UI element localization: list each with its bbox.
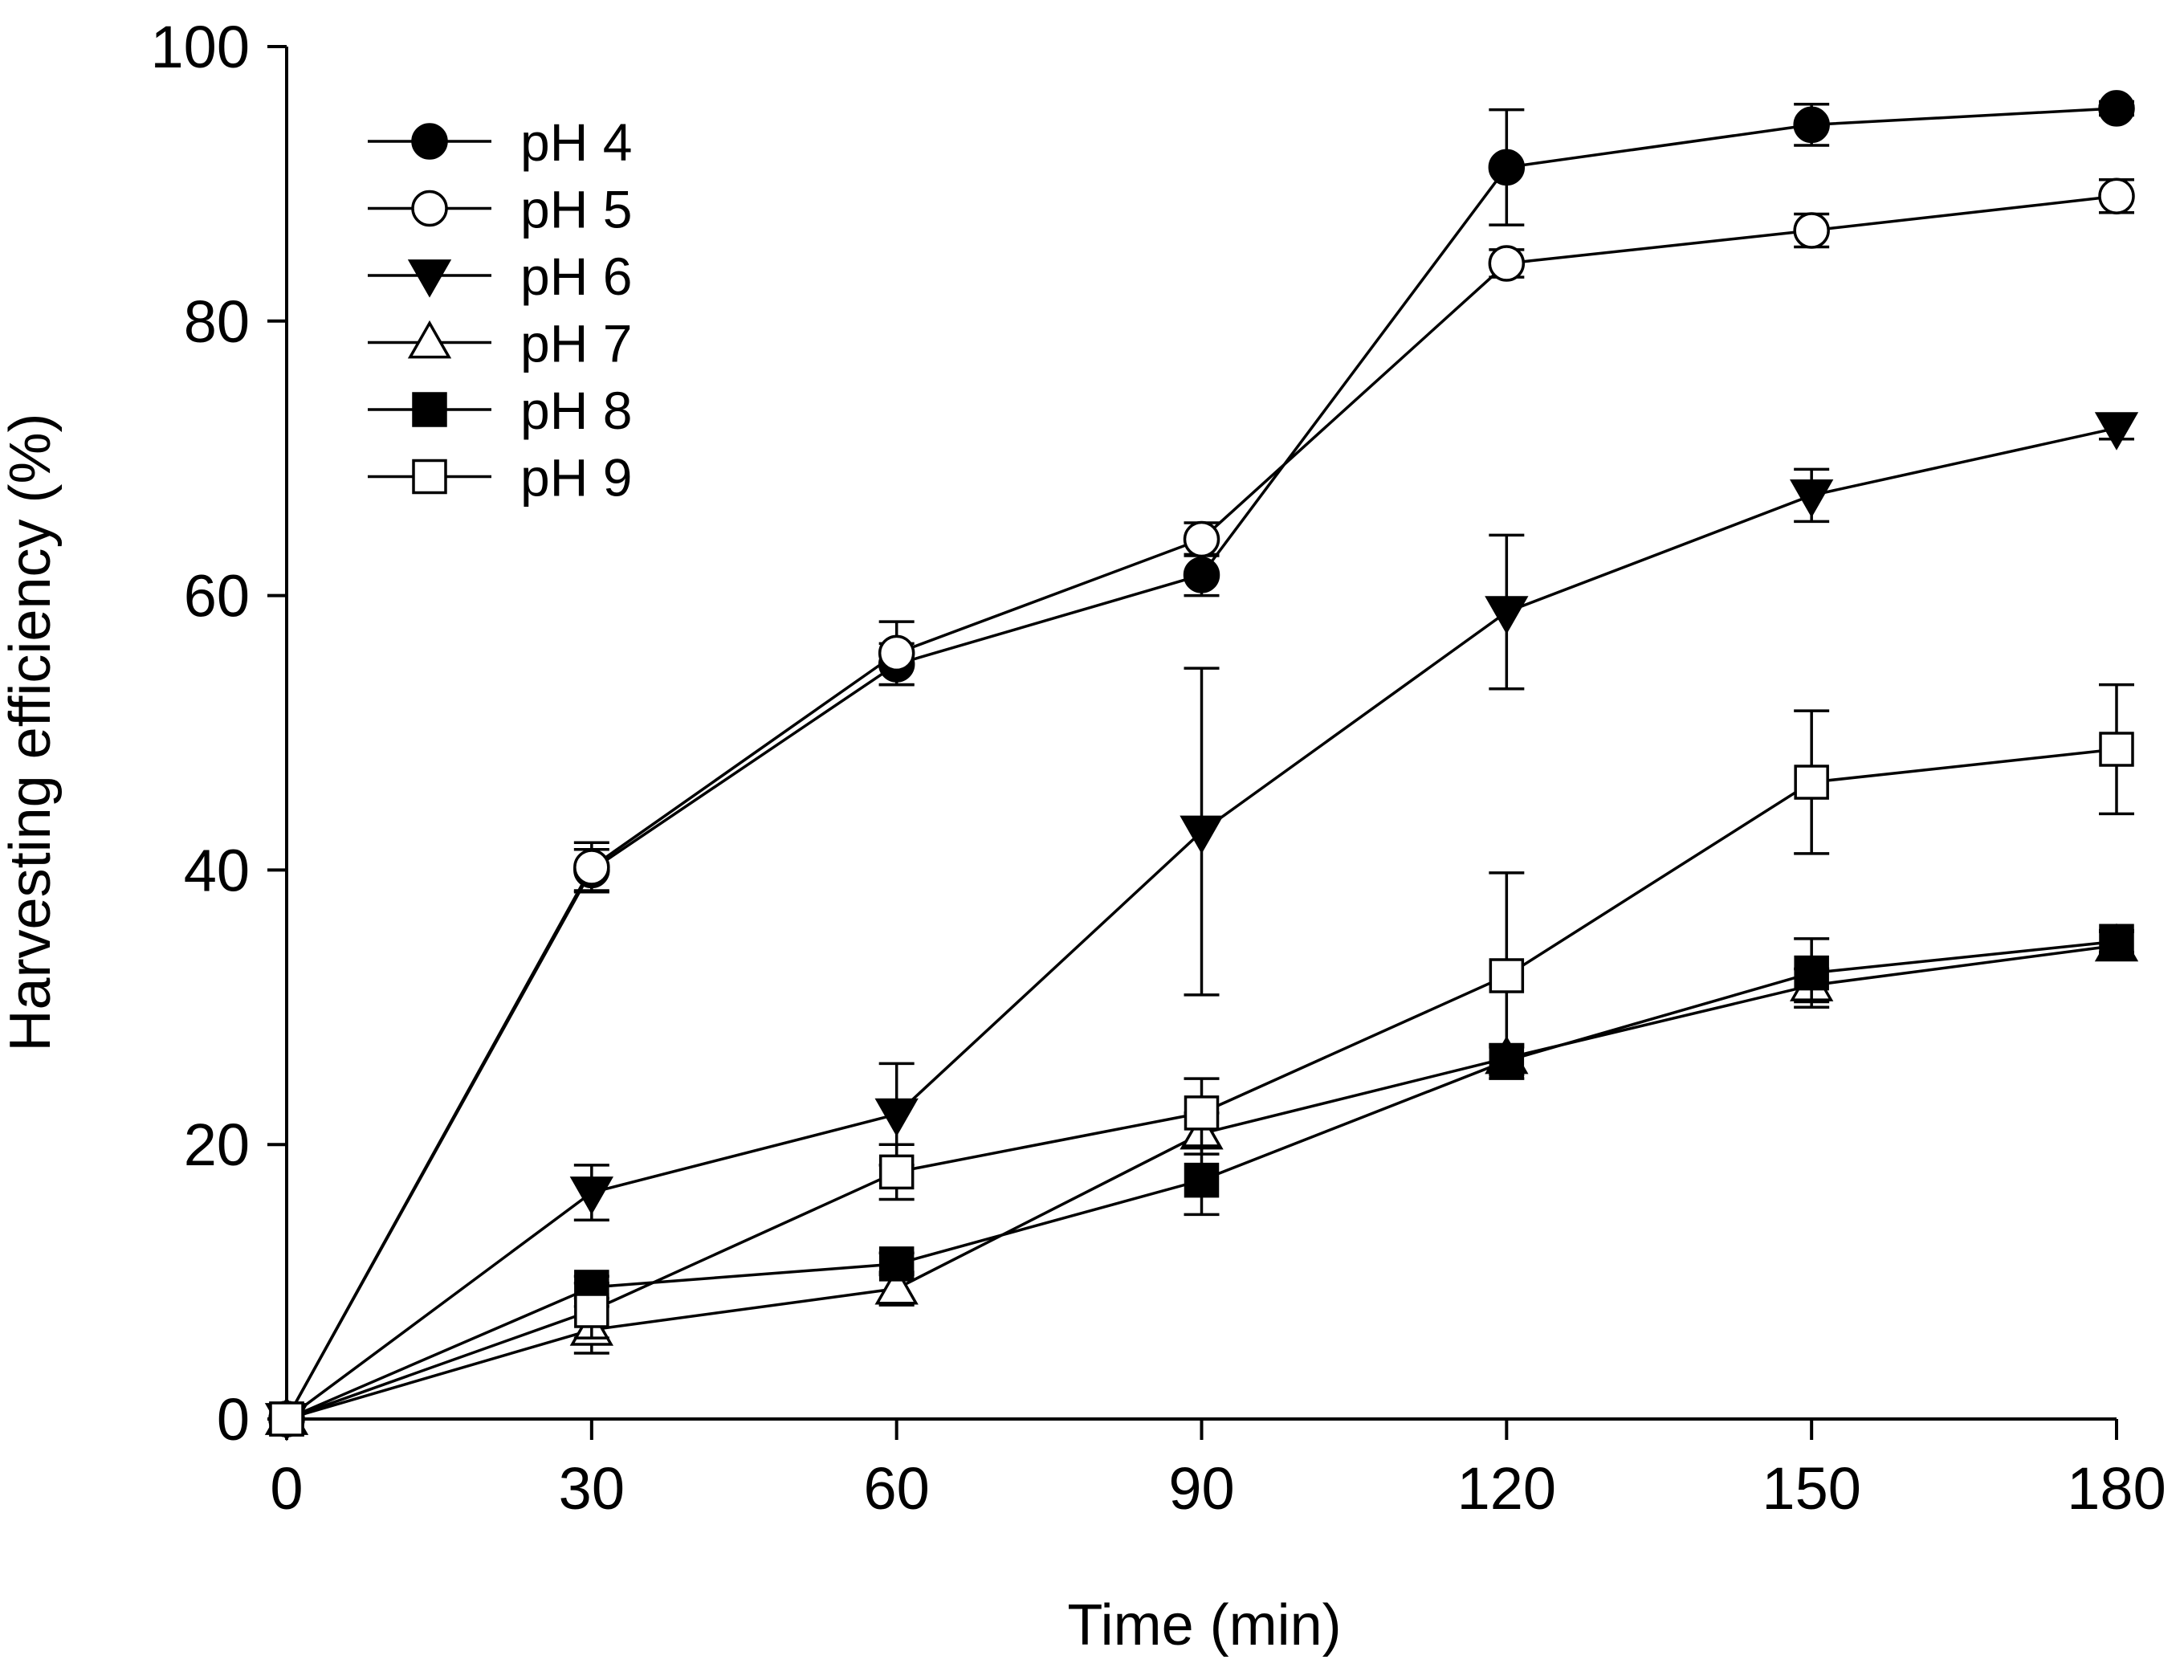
legend-label-ph-8: pH 8 bbox=[520, 381, 632, 440]
point-ph-5-180 bbox=[2098, 177, 2135, 215]
x-tick-label-90: 90 bbox=[1168, 1455, 1234, 1522]
y-tick-label-60: 60 bbox=[184, 563, 250, 630]
point-ph-9-150 bbox=[1794, 765, 1829, 800]
point-ph-9-30 bbox=[574, 1293, 609, 1328]
point-ph-6-150 bbox=[1790, 479, 1834, 518]
series-ph-5 bbox=[268, 177, 2135, 1437]
x-tick-label-0: 0 bbox=[270, 1455, 303, 1522]
x-tick-label-180: 180 bbox=[2067, 1455, 2166, 1522]
x-tick-label-30: 30 bbox=[559, 1455, 625, 1522]
series-layer bbox=[264, 90, 2139, 1441]
legend-label-ph-9: pH 9 bbox=[520, 448, 632, 508]
point-ph-6-90 bbox=[1180, 815, 1224, 854]
legend-marker-ph-7 bbox=[407, 320, 452, 359]
point-ph-5-30 bbox=[573, 849, 610, 886]
legend-label-ph-5: pH 5 bbox=[520, 180, 632, 239]
axes: 0 20 40 60 80 100 0 30 60 90 120 150 180 bbox=[151, 14, 2166, 1522]
legend-item-ph-4: pH 4 bbox=[368, 112, 632, 172]
point-ph-9-120 bbox=[1489, 958, 1525, 993]
legend-label-ph-7: pH 7 bbox=[520, 314, 632, 373]
y-tick-label-20: 20 bbox=[184, 1111, 250, 1178]
point-ph-8-90 bbox=[1184, 1162, 1220, 1198]
legend-marker-ph-9 bbox=[412, 459, 447, 495]
x-tick-label-120: 120 bbox=[1457, 1455, 1556, 1522]
point-ph-9-90 bbox=[1184, 1095, 1220, 1131]
point-ph-5-120 bbox=[1488, 245, 1526, 282]
x-axis-label: Time (min) bbox=[1067, 1593, 1341, 1658]
series-ph-8 bbox=[269, 924, 2134, 1437]
legend-marker-ph-6 bbox=[407, 259, 452, 298]
y-axis-label: Harvesting efficiency (%) bbox=[0, 414, 63, 1052]
legend-marker-ph-4 bbox=[411, 123, 448, 160]
point-ph-7-60 bbox=[874, 1266, 919, 1305]
point-ph-4-120 bbox=[1488, 149, 1526, 186]
point-ph-4-150 bbox=[1793, 106, 1830, 144]
point-ph-6-120 bbox=[1485, 596, 1529, 634]
point-ph-5-60 bbox=[878, 634, 915, 672]
point-ph-4-90 bbox=[1183, 557, 1220, 593]
legend-item-ph-9: pH 9 bbox=[368, 448, 632, 508]
point-ph-6-30 bbox=[569, 1176, 613, 1215]
x-tick-label-60: 60 bbox=[864, 1455, 930, 1522]
legend-item-ph-6: pH 6 bbox=[368, 247, 632, 306]
legend-marker-ph-5 bbox=[411, 190, 448, 227]
legend: pH 4 pH 5 pH 6 pH 7 pH 8 pH 9 bbox=[368, 112, 632, 508]
series-ph-9 bbox=[269, 683, 2134, 1437]
point-ph-9-60 bbox=[878, 1154, 915, 1190]
y-tick-label-100: 100 bbox=[151, 14, 250, 80]
point-ph-9-0 bbox=[269, 1401, 304, 1437]
x-tick-label-150: 150 bbox=[1762, 1455, 1860, 1522]
legend-marker-ph-8 bbox=[412, 392, 447, 427]
point-ph-8-60 bbox=[878, 1246, 915, 1282]
y-tick-label-40: 40 bbox=[184, 837, 250, 903]
y-tick-label-0: 0 bbox=[217, 1386, 250, 1453]
legend-item-ph-5: pH 5 bbox=[368, 180, 632, 239]
legend-label-ph-6: pH 6 bbox=[520, 247, 632, 306]
legend-label-ph-4: pH 4 bbox=[520, 112, 632, 172]
legend-item-ph-8: pH 8 bbox=[368, 381, 632, 440]
y-tick-label-80: 80 bbox=[184, 288, 250, 355]
point-ph-8-180 bbox=[2099, 924, 2134, 960]
legend-item-ph-7: pH 7 bbox=[368, 314, 632, 373]
point-ph-5-90 bbox=[1183, 520, 1220, 558]
point-ph-8-150 bbox=[1794, 955, 1829, 991]
point-ph-6-180 bbox=[2094, 412, 2139, 451]
point-ph-9-180 bbox=[2099, 732, 2134, 767]
point-ph-5-150 bbox=[1793, 212, 1830, 249]
point-ph-6-60 bbox=[874, 1098, 919, 1137]
point-ph-4-180 bbox=[2098, 90, 2135, 127]
